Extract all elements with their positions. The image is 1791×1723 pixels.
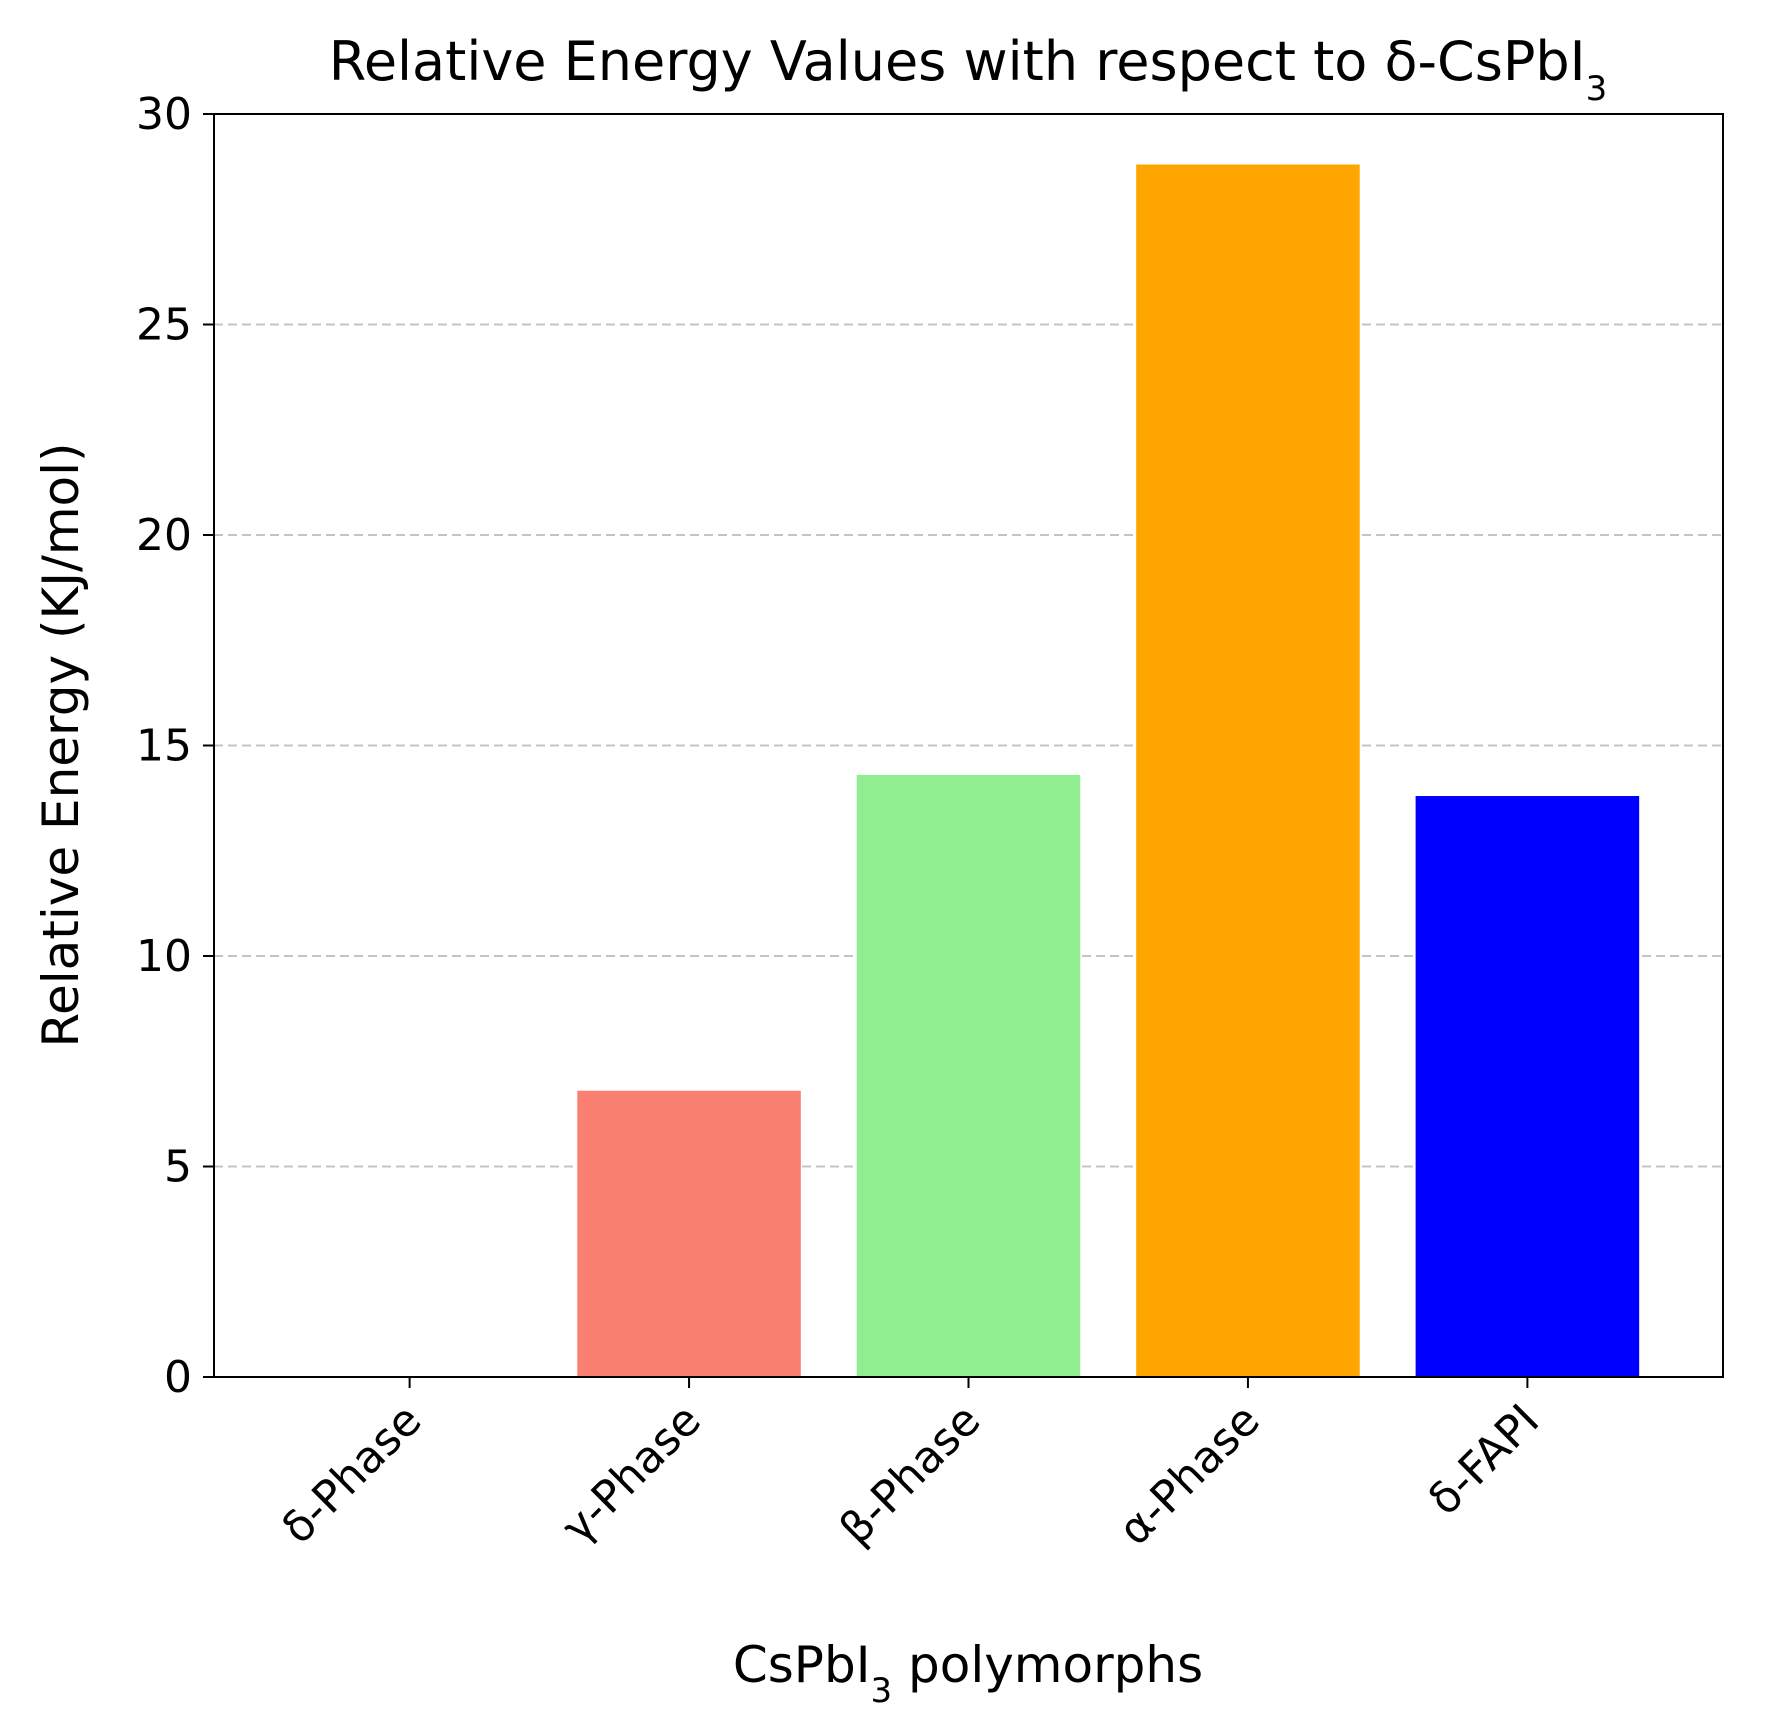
y-tick-label: 15 [136, 721, 192, 772]
bar [1136, 164, 1360, 1377]
y-axis-ticks: 0 5 10 15 20 25 30 [136, 89, 214, 1403]
bar [577, 1090, 801, 1377]
y-tick-label: 10 [136, 931, 192, 982]
y-tick-label: 25 [136, 300, 192, 351]
x-tick-label: α-Phase [1109, 1395, 1270, 1556]
bar [1415, 796, 1640, 1377]
x-tick-label: γ-Phase [552, 1395, 711, 1554]
x-axis-ticks: δ-Phase γ-Phase β-Phase α-Phase δ-FAPI [272, 1377, 1549, 1555]
chart-title: Relative Energy Values with respect to δ… [329, 30, 1608, 109]
y-tick-label: 0 [164, 1352, 192, 1403]
bar [856, 774, 1081, 1377]
y-tick-label: 30 [136, 89, 192, 140]
bars [577, 164, 1640, 1377]
x-tick-label: β-Phase [830, 1395, 990, 1555]
x-tick-label: δ-FAPI [1419, 1395, 1550, 1526]
y-axis-label: Relative Energy (KJ/mol) [32, 442, 90, 1047]
x-tick-label: δ-Phase [272, 1395, 431, 1554]
y-tick-label: 5 [164, 1142, 192, 1193]
y-tick-label: 20 [136, 510, 192, 561]
x-axis-label: CsPbI3 polymorphs [733, 1636, 1203, 1711]
